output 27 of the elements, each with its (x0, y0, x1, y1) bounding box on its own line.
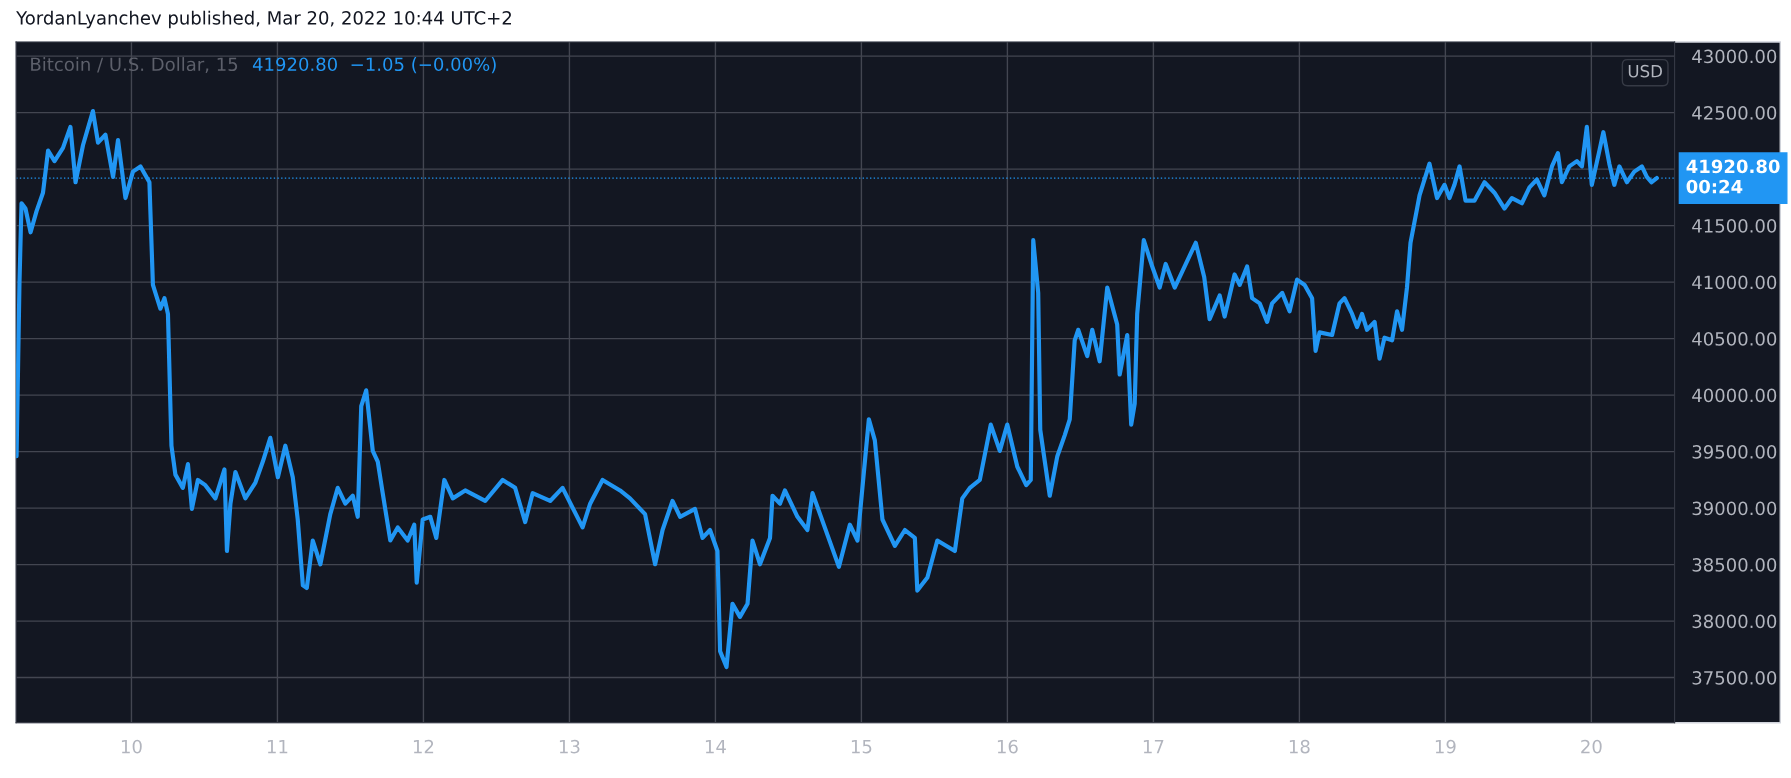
y-tick-label: 38000.00 (1692, 614, 1777, 629)
x-tick-label: 14 (705, 739, 726, 754)
y-tick-label: 40000.00 (1692, 388, 1777, 403)
x-tick-label: 18 (1289, 739, 1310, 754)
x-tick-label: 15 (851, 739, 872, 754)
y-tick-label: 43000.00 (1692, 49, 1777, 64)
x-tick-label: 10 (121, 739, 142, 754)
y-tick-label: 37500.00 (1692, 671, 1777, 685)
ref-line-label: 41920.80 00:24 (1686, 159, 1780, 194)
y-tick-label: 39500.00 (1692, 445, 1777, 459)
y-tick-label: 42500.00 (1692, 106, 1777, 120)
x-tick-label: 17 (1143, 739, 1164, 754)
x-tick-label: 13 (559, 739, 580, 754)
x-tick-label: 16 (997, 739, 1018, 754)
x-tick-label: 20 (1581, 739, 1602, 754)
x-tick-label: 12 (413, 739, 434, 754)
y-tick-label: 41500.00 (1692, 219, 1777, 233)
annotation: 41920.80 −1.05 (−0.00%) (252, 57, 496, 74)
y-tick-label: 38500.00 (1692, 558, 1777, 572)
chart-title: YordanLyanchev published, Mar 20, 2022 10:44 UTC+2 (16, 10, 511, 29)
x-tick-label: 19 (1435, 739, 1456, 754)
y-tick-label: 41000.00 (1692, 275, 1777, 290)
text: Bitcoin / U.S. Dollar, 15 (31, 57, 238, 73)
annotation: USD (1628, 64, 1662, 78)
x-tick-label: 11 (267, 739, 288, 754)
y-tick-label: 40500.00 (1692, 332, 1777, 346)
y-tick-label: 39000.00 (1692, 501, 1777, 516)
